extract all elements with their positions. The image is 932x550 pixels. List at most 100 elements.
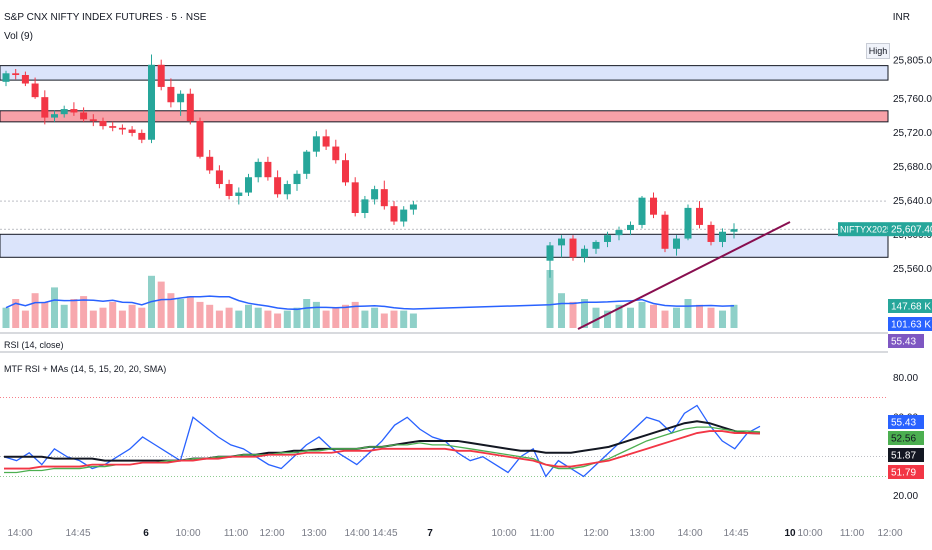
time-tick-label: 14:45	[65, 528, 90, 539]
volume-bar	[361, 310, 369, 328]
candle-body	[254, 161, 262, 178]
rsi-legend[interactable]: RSI (14, close)	[4, 340, 64, 350]
time-tick-label: 13:00	[301, 528, 326, 539]
volume-tag-1-bg	[888, 299, 932, 313]
candle-body	[361, 199, 369, 213]
candle-body	[615, 230, 623, 236]
candle-body	[245, 177, 252, 193]
volume-bar	[730, 304, 738, 328]
volume-bars	[2, 270, 738, 328]
volume-bar	[371, 307, 379, 328]
candle-body	[186, 93, 194, 121]
volume-bar	[409, 313, 417, 328]
rsi-bands	[0, 332, 888, 477]
time-tick-label: 10	[784, 528, 796, 539]
time-tick-label: 11:00	[840, 528, 865, 539]
volume-bar	[245, 304, 252, 328]
candle-body	[70, 109, 78, 113]
last-price-tag-bg	[888, 222, 932, 237]
volume-moving-average	[5, 295, 735, 311]
candlesticks	[2, 54, 738, 278]
symbol-title[interactable]: S&P CNX NIFTY INDEX FUTURES · 5 · NSE	[4, 12, 207, 23]
volume-legend[interactable]: Vol (9)	[4, 31, 33, 42]
candle-body	[371, 189, 379, 200]
volume-bar	[707, 307, 715, 328]
candle-body	[12, 73, 20, 75]
volume-bar	[51, 287, 58, 328]
volume-bar	[225, 307, 233, 328]
candle-body	[696, 207, 703, 225]
time-tick-label: 14:00	[677, 528, 702, 539]
volume-tag-2-bg	[888, 317, 932, 331]
candle-body	[235, 192, 243, 196]
candle-body	[558, 238, 565, 246]
volume-bar	[215, 310, 223, 328]
last-price-tag: 25,607.40	[891, 225, 932, 236]
volume-bar	[400, 310, 408, 328]
candle-body	[225, 184, 233, 196]
volume-bar	[138, 307, 146, 328]
rsi-tag-ma_green: 52.56	[891, 434, 916, 445]
volume-tag-2: 101.63 K	[891, 320, 931, 331]
volume-bar	[581, 299, 588, 328]
volume-bar	[99, 307, 107, 328]
candle-body	[21, 75, 29, 84]
candle-body	[380, 189, 388, 207]
time-axis[interactable]: 14:00 14:45 6 10:00 11:00 12:00 13:00 14:00 14:4…	[7, 528, 902, 539]
volume-bar	[186, 296, 194, 328]
volume-bar	[627, 307, 634, 328]
candle-body	[604, 235, 611, 242]
volume-bar	[206, 304, 214, 328]
candle-body	[215, 170, 223, 185]
volume-bar	[696, 304, 703, 328]
time-tick-label: 11:00	[530, 528, 555, 539]
volume-bar	[390, 310, 398, 328]
volume-bar	[2, 307, 10, 328]
volume-bar	[380, 313, 388, 328]
candle-body	[673, 238, 680, 249]
candle-body	[303, 151, 311, 174]
rsi-value-tag-bg	[888, 334, 924, 348]
volume-bar	[80, 296, 88, 328]
symbol-tag-bg	[838, 222, 888, 237]
rsi-tag-ma_green-bg	[888, 431, 924, 445]
volume-bar	[70, 299, 78, 328]
volume-bar	[650, 304, 657, 328]
volume-bar	[21, 310, 29, 328]
price-tick-label: 25,560.00	[893, 264, 932, 275]
candle-body	[264, 161, 272, 178]
candle-body	[730, 229, 738, 232]
volume-bar	[89, 310, 97, 328]
candle-body	[390, 206, 398, 222]
volume-bar	[60, 304, 68, 328]
volume-bar	[109, 301, 117, 328]
candle-body	[684, 207, 692, 239]
rsi-tag-ma_red: 51.79	[891, 468, 916, 479]
time-tick-label: 10:00	[797, 528, 822, 539]
rsi-lines	[3, 404, 761, 478]
price-axis[interactable]: 25,805.00 25,760.00 25,720.00 25,680.00 25,6…	[838, 56, 932, 503]
rsi-series-rsi	[3, 404, 761, 478]
volume-bar	[351, 301, 359, 328]
volume-tag-1: 147.68 K	[891, 302, 931, 313]
currency-label: INR	[892, 12, 910, 23]
volume-ma-line	[5, 295, 735, 311]
volume-bar	[719, 310, 726, 328]
trendline[interactable]	[577, 221, 791, 330]
volume-bar	[592, 307, 600, 328]
candle-body	[196, 121, 204, 157]
candle-body	[627, 224, 634, 231]
candle-body	[80, 112, 88, 120]
rsi-tick-label: 80.00	[893, 373, 918, 384]
volume-bar	[41, 301, 49, 328]
volume-bar	[661, 310, 669, 328]
candle-body	[157, 64, 165, 87]
price-tick-label: 25,805.00	[893, 56, 932, 67]
candle-body	[400, 209, 408, 222]
candle-body	[89, 119, 97, 121]
price-zone-1	[0, 65, 889, 81]
volume-bar	[264, 310, 272, 328]
candle-body	[638, 197, 646, 225]
mtf-rsi-legend[interactable]: MTF RSI + MAs (14, 5, 15, 20, 20, SMA)	[4, 364, 167, 374]
